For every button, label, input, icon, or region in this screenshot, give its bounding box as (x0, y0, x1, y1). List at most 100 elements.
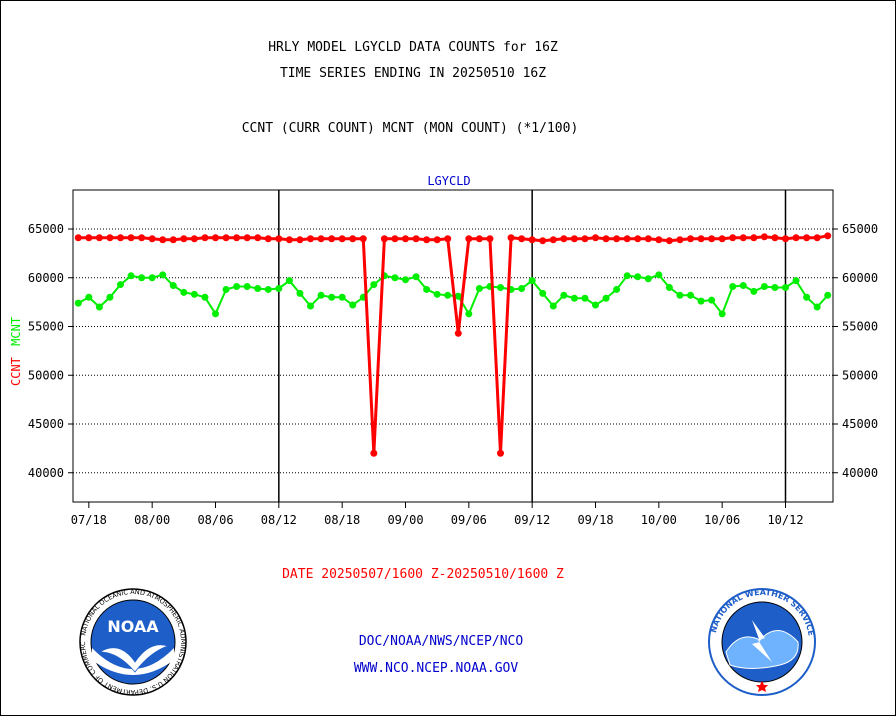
xtick-label: 10/06 (704, 513, 740, 527)
nws-star-icon (756, 681, 768, 692)
ytick-label-left: 55000 (28, 320, 64, 334)
series-point-mcnt (370, 281, 378, 289)
series-point-mcnt (159, 271, 167, 279)
series-point-mcnt (338, 293, 346, 301)
series-point-ccnt (507, 234, 515, 242)
series-point-mcnt (127, 272, 135, 280)
series-point-ccnt (528, 236, 536, 244)
plot-area: 40000 45000 50000 55000 60000 65000 40000 4500… (28, 189, 878, 527)
series-point-mcnt (254, 284, 262, 292)
series-point-ccnt (750, 234, 758, 242)
xtick-label: 09/12 (514, 513, 550, 527)
series-point-ccnt (687, 235, 694, 243)
series-point-ccnt (634, 235, 642, 243)
footer-link-doc[interactable]: DOC/NOAA/NWS/NCEP/NCO (359, 634, 524, 649)
series-point-mcnt (560, 291, 568, 299)
series-point-ccnt (159, 236, 167, 244)
series-point-ccnt (613, 235, 621, 243)
ytick-label-left: 40000 (28, 466, 64, 480)
series-point-mcnt (190, 290, 198, 298)
series-point-mcnt (718, 310, 726, 318)
series-point-mcnt (296, 289, 304, 297)
series-point-ccnt (169, 236, 177, 244)
panel-label: LGYCLD (427, 174, 470, 188)
series-point-mcnt (760, 283, 768, 291)
series-point-ccnt (201, 234, 209, 242)
series-point-ccnt (380, 235, 388, 243)
series-point-ccnt (296, 236, 304, 244)
series-point-mcnt (613, 285, 621, 293)
ytick-label-left: 65000 (28, 222, 64, 236)
series-point-mcnt (148, 274, 156, 282)
series-point-mcnt (771, 284, 779, 291)
series-point-ccnt (644, 235, 652, 243)
series-point-ccnt (581, 235, 589, 243)
series-point-ccnt (454, 329, 462, 337)
series-point-mcnt (623, 272, 631, 280)
series-point-mcnt (655, 271, 663, 279)
ytick-label-right: 60000 (842, 271, 878, 285)
series-point-ccnt (233, 234, 241, 242)
series-point-mcnt (644, 275, 652, 283)
series-point-ccnt (243, 234, 251, 242)
xtick-label: 09/00 (387, 513, 423, 527)
series-point-ccnt (444, 235, 452, 243)
series-point-mcnt (391, 274, 399, 282)
series-point-ccnt (275, 235, 283, 243)
series-point-ccnt (391, 235, 399, 243)
series-point-ccnt (423, 236, 431, 244)
footer-link-nco[interactable]: WWW.NCO.NCEP.NOAA.GOV (354, 661, 519, 676)
series-point-mcnt (824, 291, 832, 299)
ytick-label-left: 60000 (28, 271, 64, 285)
series-point-ccnt (148, 235, 156, 243)
series-point-ccnt (760, 233, 768, 241)
xtick-label: 07/18 (71, 513, 107, 527)
series-point-mcnt (475, 284, 483, 292)
date-range-label: DATE 20250507/1600 Z-20250510/1600 Z (282, 567, 564, 582)
series-point-ccnt (74, 234, 82, 242)
series-point-ccnt (317, 235, 325, 243)
chart-title-line2: TIME SERIES ENDING IN 20250510 16Z (280, 66, 546, 81)
series-point-ccnt (824, 232, 832, 240)
series-point-ccnt (655, 236, 663, 244)
series-point-mcnt (539, 289, 547, 297)
series-point-mcnt (708, 296, 716, 304)
series-point-mcnt (95, 303, 103, 311)
series-point-ccnt (570, 235, 578, 243)
series-point-mcnt (180, 288, 188, 296)
ytick-label-right: 45000 (842, 417, 878, 431)
series-point-ccnt (803, 234, 811, 242)
series-point-ccnt (95, 234, 103, 242)
series-point-mcnt (813, 303, 821, 311)
series-point-mcnt (444, 291, 452, 299)
series-point-ccnt (602, 235, 610, 243)
series-point-mcnt (402, 276, 409, 284)
series-point-mcnt (412, 273, 420, 281)
series-point-ccnt (180, 235, 188, 243)
series-point-mcnt (570, 294, 578, 302)
x-axis: 07/18 08/00 08/06 08/12 08/18 09/00 09/06 09/12… (71, 502, 804, 527)
series-point-ccnt (792, 234, 800, 242)
series-point-ccnt (127, 234, 135, 242)
series-point-ccnt (549, 236, 557, 244)
series-point-ccnt (560, 235, 568, 243)
series-point-ccnt (222, 234, 230, 242)
series-point-mcnt (201, 293, 209, 301)
series-point-mcnt (676, 291, 684, 299)
series-point-ccnt (412, 235, 420, 243)
series-point-mcnt (85, 293, 93, 301)
xtick-label: 10/00 (641, 513, 677, 527)
series-point-mcnt (222, 285, 230, 293)
series-point-ccnt (433, 236, 441, 244)
chart-title-line1: HRLY MODEL LGYCLD DATA COUNTS for 16Z (268, 40, 558, 55)
series-point-ccnt (212, 234, 219, 242)
ytick-label-right: 50000 (842, 368, 878, 382)
series-point-mcnt (782, 284, 789, 291)
series-point-mcnt (423, 285, 431, 293)
series-point-mcnt (528, 277, 536, 285)
series-point-ccnt (739, 234, 747, 242)
series-point-mcnt (307, 302, 314, 310)
xtick-label: 08/18 (324, 513, 360, 527)
series-point-ccnt (85, 234, 93, 242)
